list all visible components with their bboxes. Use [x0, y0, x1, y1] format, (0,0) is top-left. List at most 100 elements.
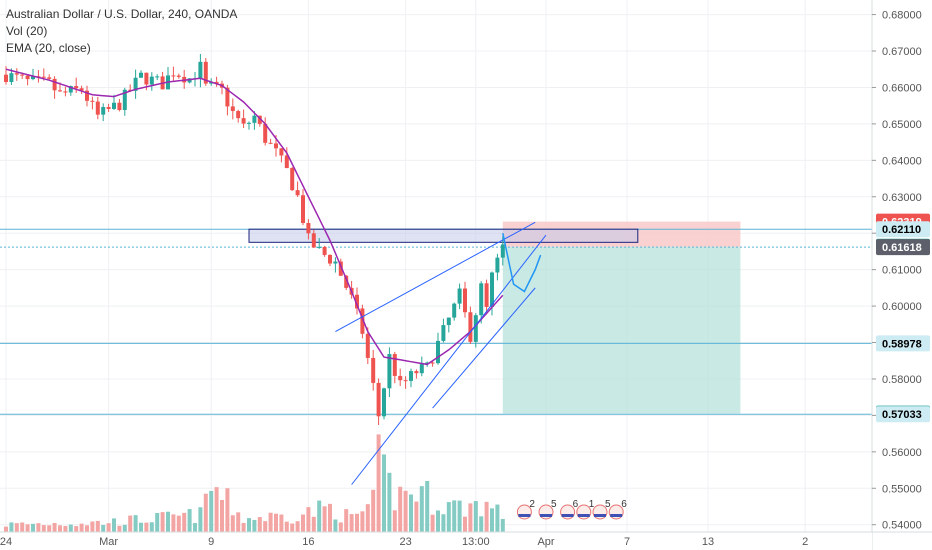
event-marker: 5: [538, 499, 557, 520]
legend-ema[interactable]: EMA (20, close): [6, 41, 91, 55]
volume-bar: [479, 516, 484, 532]
event-marker-count: 1: [589, 499, 595, 510]
candle-body: [403, 380, 408, 382]
event-marker-count: 6: [573, 499, 579, 510]
candle-body: [295, 190, 300, 196]
legend-volume[interactable]: Vol (20): [6, 24, 48, 38]
flag-stripe-icon: [610, 514, 623, 517]
volume-bar: [338, 522, 343, 532]
candle-body: [171, 75, 176, 77]
candle-body: [176, 75, 181, 77]
candle-body: [52, 78, 57, 91]
time-axis-label: 24: [0, 536, 12, 548]
volume-bar: [101, 524, 106, 532]
candle-body: [344, 275, 349, 288]
candle-body: [328, 254, 332, 264]
volume-bar: [193, 523, 197, 532]
trendline: [351, 234, 547, 485]
volume-bar: [52, 523, 57, 532]
candle-body: [20, 74, 25, 76]
candle-body: [41, 76, 46, 78]
candle-body: [430, 362, 435, 364]
volume-bar: [166, 511, 170, 532]
candle-body: [371, 357, 376, 383]
volume-bar: [355, 513, 359, 532]
flag-stripe-icon: [594, 514, 606, 517]
price-axis-background: [872, 0, 932, 550]
candle-body: [365, 333, 370, 358]
candle-body: [463, 288, 467, 313]
time-axis-background: [0, 532, 872, 550]
ema-line: [5, 68, 504, 366]
price-axis-label: 0.65000: [882, 119, 922, 131]
candle-body: [85, 90, 89, 101]
volume-bar: [344, 509, 349, 532]
time-axis-label: 7: [624, 536, 630, 548]
candle-body: [236, 111, 241, 119]
price-axis-label: 0.58000: [882, 374, 922, 386]
volume-bar: [414, 501, 419, 532]
candle-body: [58, 90, 62, 92]
event-marker: 1: [576, 499, 595, 520]
candle-body: [263, 123, 268, 143]
candle-body: [419, 364, 424, 374]
legend-symbol[interactable]: Australian Dollar / U.S. Dollar, 240, OA…: [6, 7, 238, 21]
price-label-text: 0.61618: [882, 242, 922, 254]
volume-bar: [220, 500, 224, 532]
candle-body: [376, 382, 381, 417]
candle-body: [4, 74, 8, 82]
candle-body: [149, 76, 154, 85]
candle-body: [360, 308, 365, 334]
volume-bar: [106, 523, 111, 532]
candle-body: [133, 77, 138, 91]
volume-bar: [47, 525, 52, 532]
volume-bar: [360, 511, 365, 532]
candle-body: [95, 101, 100, 115]
candle-body: [144, 72, 149, 85]
volume-bar: [149, 522, 154, 532]
volume-bar: [322, 506, 327, 532]
volume-bar: [79, 523, 84, 532]
candle-body: [446, 317, 451, 326]
volume-bar: [463, 516, 467, 532]
candle-body: [274, 143, 278, 149]
volume-bar: [279, 514, 284, 532]
candle-body: [31, 76, 35, 80]
price-label[interactable]: 0.62110: [876, 221, 930, 238]
candle-body: [479, 283, 484, 316]
volume-bar: [225, 488, 230, 532]
volume-bar: [41, 525, 46, 532]
time-axis-label: Apr: [537, 536, 554, 548]
price-label[interactable]: 0.57033: [876, 406, 930, 423]
volume-bar: [95, 520, 100, 532]
candle-body: [495, 257, 500, 273]
candle-body: [214, 81, 219, 84]
candle-body: [473, 315, 478, 342]
price-label-box: [876, 239, 930, 256]
candle-body: [279, 148, 284, 156]
volume-bar: [58, 525, 62, 532]
volume-bar: [457, 500, 462, 532]
candle-body: [198, 61, 203, 79]
candle-body: [284, 155, 289, 168]
price-label[interactable]: 0.58978: [876, 335, 930, 352]
candle-body: [398, 375, 403, 381]
take-profit-zone: [502, 246, 741, 414]
price-label[interactable]: 0.61618: [876, 239, 930, 256]
volume-bar: [436, 510, 440, 532]
volume-bar: [9, 522, 14, 532]
volume-bar: [247, 518, 251, 532]
volume-bar: [268, 512, 273, 532]
volume-bar: [295, 521, 300, 532]
volume-bar: [144, 522, 149, 532]
price-axis-label: 0.66000: [882, 82, 922, 94]
candle-body: [68, 86, 73, 93]
price-axis-label: 0.60000: [882, 301, 922, 313]
candle-body: [47, 77, 52, 79]
volume-bar: [31, 523, 35, 532]
volume-bar: [317, 500, 322, 532]
volume-bar: [85, 525, 89, 532]
